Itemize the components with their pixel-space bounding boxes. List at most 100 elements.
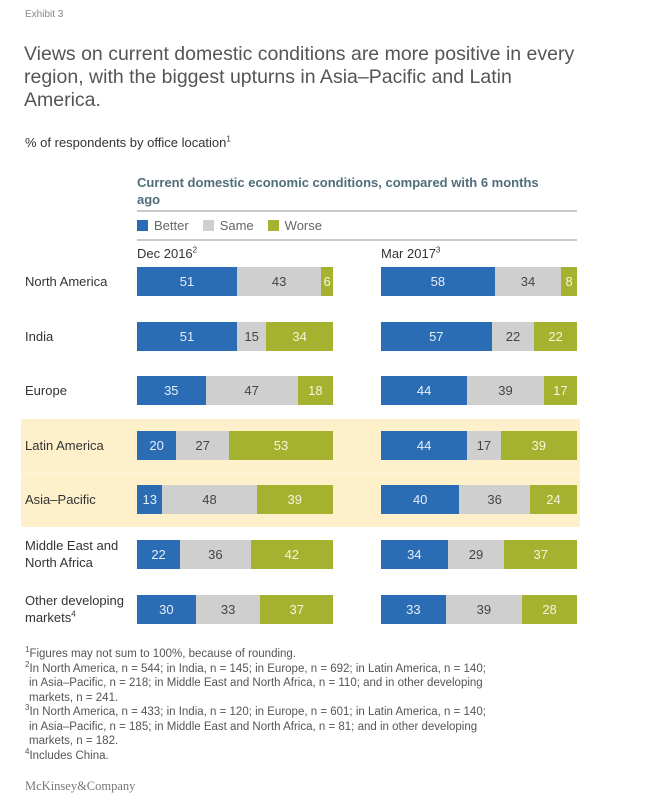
legend: Better Same Worse [137,218,336,233]
region-label-line: India [25,329,54,344]
bar-segment-worse: 39 [500,431,577,460]
footnote-line: 4Includes China. [25,746,109,762]
legend-swatch-better [137,220,148,231]
bar-segment-same: 15 [236,322,267,351]
chart-subtitle: % of respondents by office location1 [25,135,231,150]
data-label: 13 [142,492,157,507]
footnote-number: 3 [25,703,30,713]
region-label: Europe [25,382,67,399]
footnote-number: 1 [25,645,30,655]
bar-segment-worse: 17 [543,376,577,405]
footnote-line: markets, n = 182. [29,735,119,747]
highlight-divider [21,473,580,474]
period-label-mar-2017: Mar 20173 [381,246,440,261]
stacked-bar: 57 22 22 [381,322,577,351]
data-label: 37 [533,547,548,562]
bar-segment-same: 36 [459,485,530,514]
bar-segment-same: 29 [447,540,505,569]
stacked-bar: 44 39 17 [381,376,577,405]
stacked-bar: 30 33 37 [137,595,333,624]
stacked-bar: 22 36 42 [137,540,333,569]
footnote-number: 4 [25,746,30,756]
data-label: 34 [292,329,307,344]
bar-segment-worse: 42 [250,540,333,569]
bar-segment-worse: 53 [229,431,333,460]
bar-segment-same: 39 [445,595,523,624]
period-text: Mar 2017 [381,246,436,261]
footnote-line: in Asia–Pacific, n = 218; in Middle East… [29,677,483,689]
region-label: North America [25,273,107,290]
region-label-line: Other developing [25,593,125,608]
bar-segment-better: 57 [381,322,492,351]
bar-segment-same: 17 [467,431,501,460]
bar-segment-same: 47 [205,376,298,405]
bar-segment-worse: 6 [321,267,333,296]
legend-item-better: Better [137,218,189,233]
bar-segment-better: 13 [137,485,163,514]
footnote-line: in Asia–Pacific, n = 185; in Middle East… [29,720,478,733]
bar-segment-better: 51 [137,322,237,351]
bar-segment-worse: 28 [522,595,577,624]
region-label-line: North Africa [25,555,93,570]
data-label: 53 [273,438,289,453]
region-label-line: Middle East and [25,538,119,553]
bar-segment-same: 48 [162,485,257,514]
stacked-bar: 34 29 37 [381,540,577,569]
bar-segment-better: 58 [381,267,495,296]
legend-label-same: Same [219,218,254,233]
bar-segment-worse: 37 [504,540,577,569]
bar-segment-worse: 39 [256,485,333,514]
bar-segment-worse: 24 [529,485,577,514]
region-label: Asia–Pacific [25,491,96,508]
data-label: 30 [159,602,174,617]
period-footnote-ref: 2 [192,245,198,255]
region-label: India [25,328,53,345]
data-label: 39 [287,492,302,507]
legend-item-worse: Worse [267,218,322,233]
region-label-line: Europe [25,383,67,398]
bar-segment-same: 39 [467,376,544,405]
bar-segment-better: 44 [381,376,468,405]
data-label: 47 [244,383,259,398]
data-label: 39 [531,438,546,453]
data-label: 20 [149,438,164,453]
bar-segment-better: 51 [137,267,237,296]
bar-segment-better: 34 [381,540,448,569]
data-label: 17 [476,438,492,453]
region-footnote-ref: 4 [71,609,76,619]
stacked-bar: 51 15 34 [137,322,333,351]
footnote-number: 2 [25,659,30,669]
data-label: 17 [553,383,568,398]
data-label: 28 [542,602,557,617]
subtitle-footnote-ref: 1 [226,134,231,144]
exhibit-label: Exhibit 3 [25,9,64,20]
region-label: Other developing markets4 [25,592,124,626]
stacked-bar: 20 27 53 [137,431,333,460]
data-label: 22 [505,329,521,344]
data-label: 40 [412,492,428,507]
bar-segment-better: 35 [137,376,206,405]
bar-segment-same: 36 [180,540,251,569]
data-label: 43 [271,274,287,289]
stacked-bar: 44 17 39 [381,431,577,460]
stacked-bar: 58 34 8 [381,267,577,296]
data-label: 33 [406,602,421,617]
footnotes: 1Figures may not sum to 100%, because of… [25,645,585,763]
legend-label-worse: Worse [284,218,322,233]
bar-segment-worse: 22 [534,322,577,351]
data-label: 36 [487,492,502,507]
legend-label-better: Better [154,218,189,233]
bar-segment-worse: 18 [297,376,333,405]
bar-segment-better: 44 [381,431,468,460]
data-label: 57 [429,329,444,344]
period-footnote-ref: 3 [435,245,441,255]
stacked-bar: 35 47 18 [137,376,333,405]
data-label: 34 [407,547,422,562]
bar-segment-better: 33 [381,595,446,624]
subtitle-text: % of respondents by office location [25,135,227,150]
data-label: 51 [179,274,195,289]
data-label: 34 [520,274,536,289]
data-label: 18 [308,383,323,398]
data-label: 42 [284,547,300,562]
stacked-bar: 13 48 39 [137,485,333,514]
